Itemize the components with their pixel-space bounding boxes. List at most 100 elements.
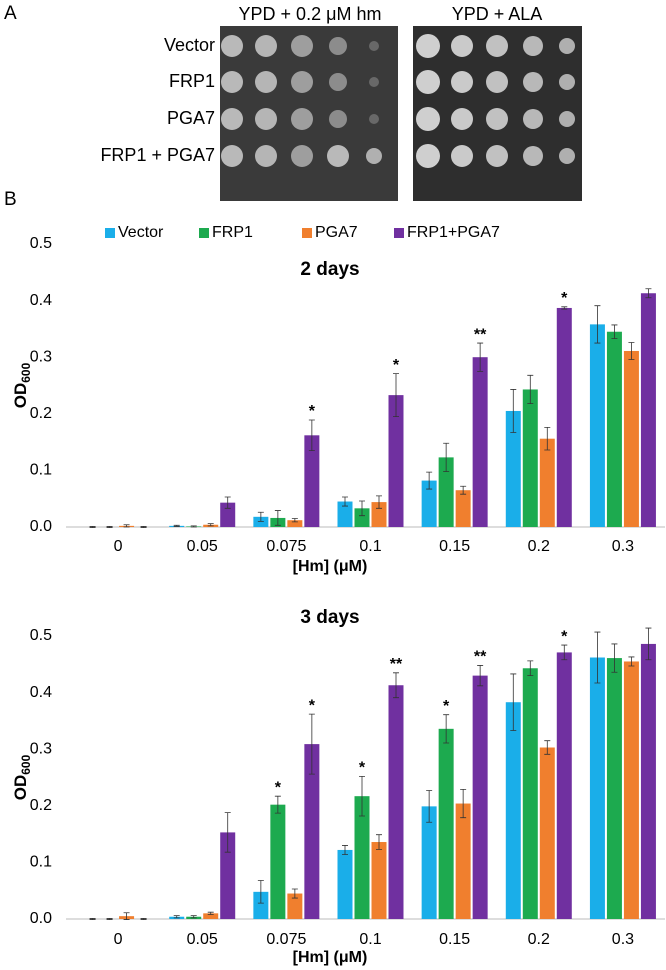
error-bar (224, 496, 231, 509)
error-bar (89, 526, 96, 528)
condition-label: YPD + 0.2 μM hm (239, 4, 382, 24)
bar (253, 891, 269, 919)
colony-spot (369, 114, 379, 124)
bar (539, 438, 555, 527)
bar (371, 842, 387, 919)
error-bar (123, 524, 130, 528)
bar (522, 668, 538, 919)
chart-title: 3 days (300, 607, 359, 628)
legend-label: FRP1 (212, 224, 253, 241)
bar (640, 293, 656, 527)
bar (270, 804, 286, 919)
colony-spot (523, 146, 543, 166)
y-axis-label-main: OD (11, 775, 30, 801)
bar (354, 796, 370, 919)
error-bar (460, 485, 467, 495)
colony-spot (329, 37, 347, 55)
error-bar (190, 915, 197, 919)
y-tick-label: 0.1 (30, 854, 52, 871)
error-bar (207, 911, 214, 915)
bar (472, 675, 488, 919)
error-bar (106, 526, 113, 528)
x-tick-label: 0.3 (612, 538, 634, 555)
y-tick-label: 0.4 (30, 292, 52, 309)
y-tick-label: 0.0 (30, 910, 52, 927)
colony-spot (255, 35, 277, 57)
significance-label: * (309, 403, 316, 420)
colony-spot (486, 71, 508, 93)
error-bar (106, 918, 113, 920)
x-tick-label: 0.15 (439, 931, 470, 948)
bar (304, 744, 320, 919)
error-bar (140, 526, 147, 528)
error-bar (611, 324, 618, 339)
error-bar (544, 740, 551, 755)
error-bar (510, 389, 517, 433)
significance-label: * (561, 290, 568, 307)
error-bar (443, 442, 450, 472)
colony-spot (451, 35, 473, 57)
bar (220, 832, 236, 919)
error-bar (190, 525, 197, 528)
significance-label: * (275, 779, 282, 796)
error-bar (426, 471, 433, 490)
error-bar (342, 496, 348, 507)
bar (589, 324, 605, 527)
strain-label: FRP1 (169, 71, 215, 91)
colony-spot (486, 145, 508, 167)
legend-label: FRP1+PGA7 (407, 224, 500, 241)
colony-spot (291, 145, 313, 167)
colony-spot (559, 38, 575, 54)
y-axis-label-sub: 600 (19, 362, 33, 382)
error-bar (342, 845, 348, 855)
colony-spot (366, 148, 382, 164)
x-tick-label: 0.075 (266, 931, 306, 948)
error-bar (611, 643, 618, 673)
y-tick-label: 0.2 (30, 797, 52, 814)
error-bar (89, 918, 96, 920)
strain-label: PGA7 (167, 108, 215, 128)
significance-label: ** (390, 656, 403, 673)
error-bar (173, 915, 180, 919)
bar (421, 806, 437, 919)
error-bar (376, 834, 382, 850)
colony-spot (559, 111, 575, 127)
error-bar (645, 288, 652, 299)
x-tick-label: 0.15 (439, 538, 470, 555)
error-bar (443, 714, 450, 744)
colony-spot (291, 108, 313, 130)
x-axis-label: [Hm] (μM) (293, 558, 368, 575)
colony-spot (327, 145, 349, 167)
condition-label: YPD + ALA (452, 4, 543, 24)
colony-spot (221, 35, 243, 57)
error-bar (123, 912, 130, 920)
error-bar (359, 500, 365, 517)
colony-spot (523, 109, 543, 129)
error-bar (224, 812, 231, 853)
colony-spot (451, 71, 473, 93)
colony-spot (255, 145, 277, 167)
bar (438, 457, 454, 527)
error-bar (274, 510, 281, 526)
bar (539, 747, 555, 919)
legend-swatch (394, 228, 404, 238)
colony-spot (416, 70, 440, 94)
bar (337, 849, 353, 919)
error-bar (594, 305, 601, 344)
legend-swatch (302, 228, 312, 238)
colony-spot (559, 148, 575, 164)
y-axis-label: OD600 (11, 362, 33, 408)
error-bar (628, 342, 635, 360)
panel-label: A (4, 3, 17, 24)
bar (640, 643, 656, 919)
error-bar (561, 306, 568, 310)
bar (388, 685, 404, 919)
bar (589, 657, 605, 919)
colony-spot (255, 108, 277, 130)
bar (438, 728, 454, 919)
legend-label: PGA7 (315, 224, 358, 241)
significance-label: * (359, 760, 366, 777)
legend-swatch (105, 228, 115, 238)
significance-label: * (393, 357, 400, 374)
